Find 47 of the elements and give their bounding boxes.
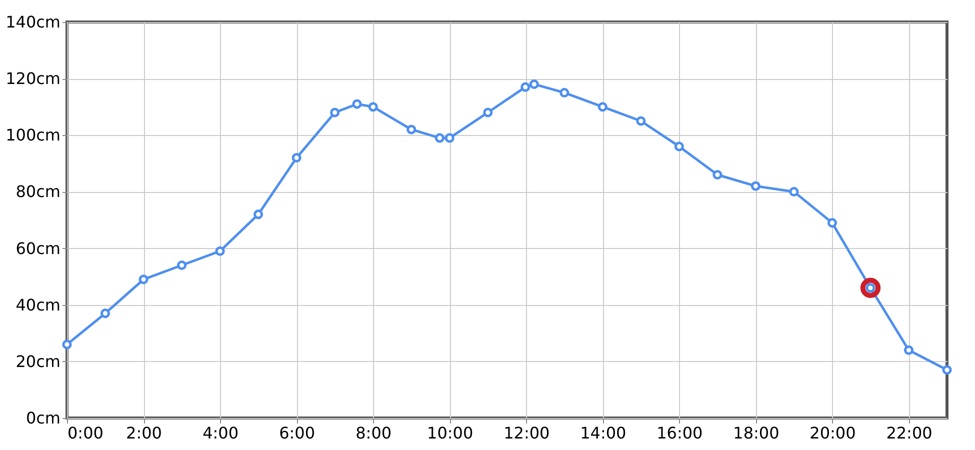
- point: [176, 260, 187, 270]
- point: [560, 88, 570, 98]
- point: [352, 99, 362, 109]
- point: [483, 108, 493, 118]
- y-tick-label: 60cm: [16, 238, 60, 258]
- x-tick-label: 12:00: [504, 424, 550, 442]
- point: [292, 152, 302, 163]
- x-tick-label: 8:00: [356, 424, 392, 442]
- point: [520, 82, 530, 92]
- point: [368, 102, 378, 112]
- point: [529, 79, 539, 90]
- y-tick-label: 120cm: [6, 69, 60, 88]
- x-tick-label: 4:00: [202, 424, 239, 442]
- y-tick-label: 40cm: [16, 295, 60, 314]
- y-tick-label: 0cm: [26, 408, 60, 428]
- point: [215, 246, 225, 256]
- x-tick-label: 16:00: [656, 424, 703, 442]
- y-tick-label: 80cm: [16, 182, 60, 202]
- point: [62, 340, 72, 350]
- point: [789, 186, 799, 196]
- point: [598, 102, 608, 112]
- point: [636, 116, 646, 126]
- x-tick-label: 6:00: [279, 424, 316, 442]
- x-tick-label: 10:00: [427, 424, 474, 442]
- point: [330, 108, 340, 118]
- y-tick-label: 100cm: [6, 126, 60, 145]
- point: [860, 278, 881, 298]
- point: [406, 124, 416, 134]
- y-tick-label: 20cm: [16, 352, 60, 371]
- point: [674, 142, 684, 152]
- x-tick-label: 0:00: [68, 424, 104, 442]
- point: [827, 218, 838, 228]
- y-tick-label: 140cm: [6, 12, 60, 32]
- point: [434, 133, 444, 143]
- x-tick-label: 20:00: [810, 424, 856, 442]
- x-tick-label: 2:00: [126, 424, 162, 442]
- point: [254, 210, 264, 220]
- point: [138, 274, 148, 284]
- x-tick-label: 18:00: [733, 424, 780, 442]
- point: [904, 345, 914, 355]
- x-tick-label: 22:00: [886, 424, 932, 442]
- point: [444, 133, 454, 143]
- point: [750, 181, 760, 191]
- point: [942, 365, 952, 375]
- point: [100, 308, 110, 318]
- x-tick-label: 14:00: [580, 424, 626, 442]
- point: [712, 170, 722, 180]
